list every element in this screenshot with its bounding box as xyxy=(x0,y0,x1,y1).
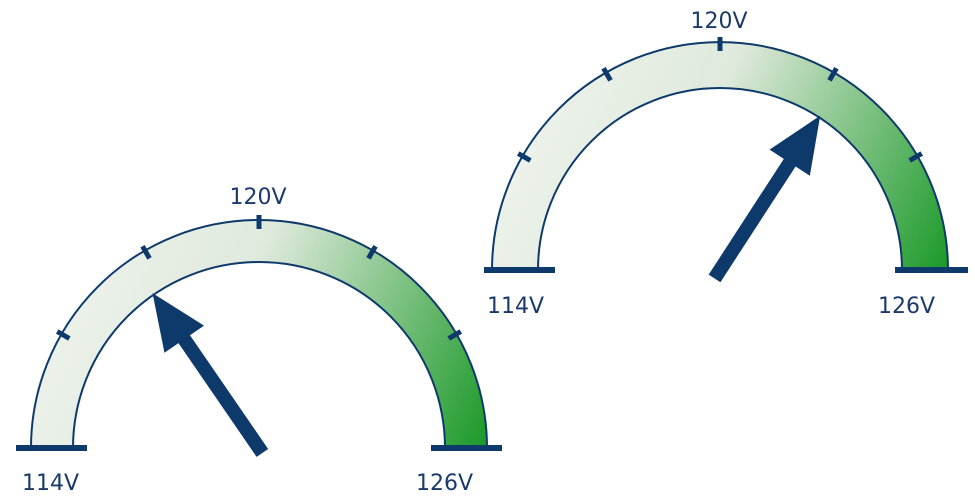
gauge-right-ticks xyxy=(516,37,924,163)
gauge-left-tick-2 xyxy=(140,244,152,260)
gauge-right-tick-4 xyxy=(827,66,839,82)
gauge-left-tick-1 xyxy=(55,329,71,341)
gauge-right-mid-label: 120V xyxy=(690,9,747,34)
gauge-left-max-label: 126V xyxy=(416,471,473,496)
gauge-right-tick-5 xyxy=(908,151,924,163)
gauge-left-needle-arrow xyxy=(152,293,269,457)
gauge-left-ticks xyxy=(55,215,463,341)
gauge-right: 120V 114V 126V xyxy=(484,9,968,319)
gauge-right-max-label: 126V xyxy=(878,294,935,319)
gauge-right-needle xyxy=(708,115,821,283)
gauge-right-tick-1 xyxy=(516,151,532,163)
gauge-left-mid-label: 120V xyxy=(229,185,286,210)
gauge-left-band xyxy=(29,219,489,449)
gauge-left-min-label: 114V xyxy=(22,471,79,496)
gauge-right-needle-arrow xyxy=(708,115,821,283)
gauge-right-band xyxy=(490,41,950,271)
gauge-left: 120V 114V 126V xyxy=(16,185,502,496)
gauge-left-tick-4 xyxy=(366,244,378,260)
gauge-left-tick-5 xyxy=(447,329,463,341)
gauge-right-tick-2 xyxy=(601,66,613,82)
gauge-right-min-label: 114V xyxy=(487,294,544,319)
gauge-left-needle xyxy=(152,293,269,457)
